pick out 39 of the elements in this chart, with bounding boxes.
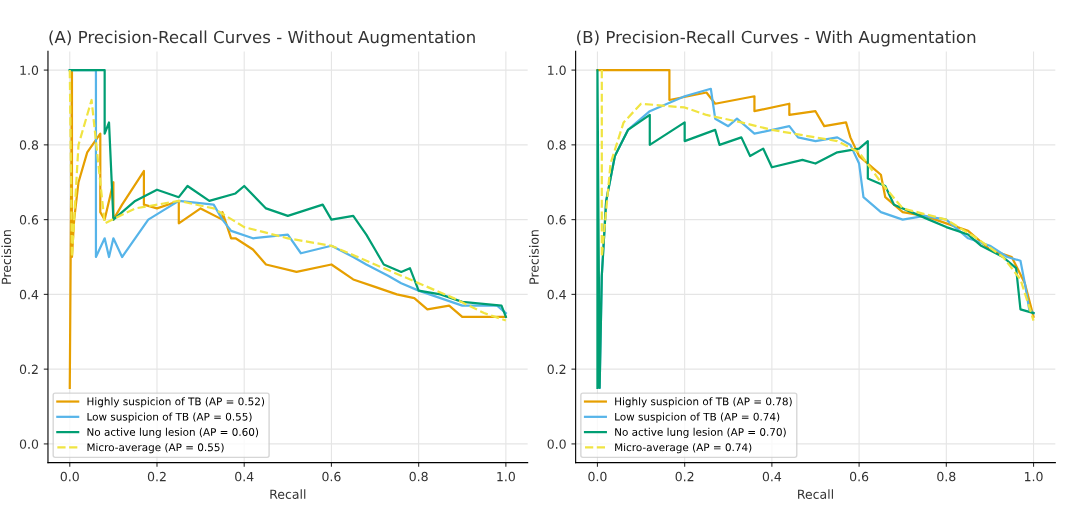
- chart-title: (A) Precision-Recall Curves - Without Augmentation: [49, 30, 475, 47]
- x-tick-label: 0.6: [849, 471, 869, 482]
- chart-title: (B) Precision-Recall Curves - With Augmentation: [577, 30, 976, 47]
- y-tick-label: 0.8: [547, 140, 566, 150]
- line-series: [68, 68, 507, 389]
- x-tick-label: 0.6: [322, 471, 341, 482]
- y-tick-label: 0.2: [547, 364, 566, 375]
- x-tick-label: 0.2: [147, 471, 166, 482]
- y-tick-label: 1.0: [20, 65, 39, 76]
- x-tick-label: 0.2: [675, 471, 694, 482]
- x-tick-label: 1.0: [497, 471, 515, 482]
- x-tick-label: 0.0: [60, 471, 79, 482]
- legend-label: Low suspicion of TB (AP = 0.55): [87, 412, 252, 423]
- legend-label: Low suspicion of TB (AP = 0.74): [615, 412, 780, 423]
- x-axis-title: Recall: [798, 489, 833, 499]
- y-tick-label: 0.4: [547, 289, 566, 300]
- x-tick-label: 0.8: [937, 471, 956, 482]
- x-tick-label: 0.4: [235, 471, 254, 482]
- y-axis-title: Precision: [529, 230, 539, 284]
- x-tick-label: 0.8: [409, 471, 428, 482]
- x-tick-label: 0.4: [762, 471, 782, 482]
- x-tick-label: 0.0: [588, 471, 607, 482]
- y-tick-label: 0.0: [547, 439, 566, 449]
- y-tick-label: 0.6: [547, 215, 566, 225]
- legend-label: No active lung lesion (AP = 0.60): [87, 427, 259, 438]
- y-tick-label: 0.0: [19, 439, 39, 449]
- legend-label: Highly suspicion of TB (AP = 0.52): [87, 397, 265, 408]
- y-tick-label: 1.0: [548, 65, 566, 76]
- legend-label: Highly suspicion of TB (AP = 0.78): [615, 397, 792, 408]
- legend-label: Micro-average (AP = 0.74): [615, 443, 752, 454]
- x-tick-label: 1.0: [1024, 471, 1043, 482]
- y-tick-label: 0.2: [19, 364, 38, 375]
- y-tick-label: 0.6: [19, 215, 39, 225]
- y-tick-label: 0.8: [19, 140, 39, 150]
- x-axis-title: Recall: [270, 489, 306, 499]
- y-axis-title: Precision: [1, 230, 12, 284]
- legend-label: No active lung lesion (AP = 0.70): [615, 427, 786, 438]
- y-tick-label: 0.4: [19, 289, 39, 300]
- legend-label: Micro-average (AP = 0.55): [87, 443, 224, 454]
